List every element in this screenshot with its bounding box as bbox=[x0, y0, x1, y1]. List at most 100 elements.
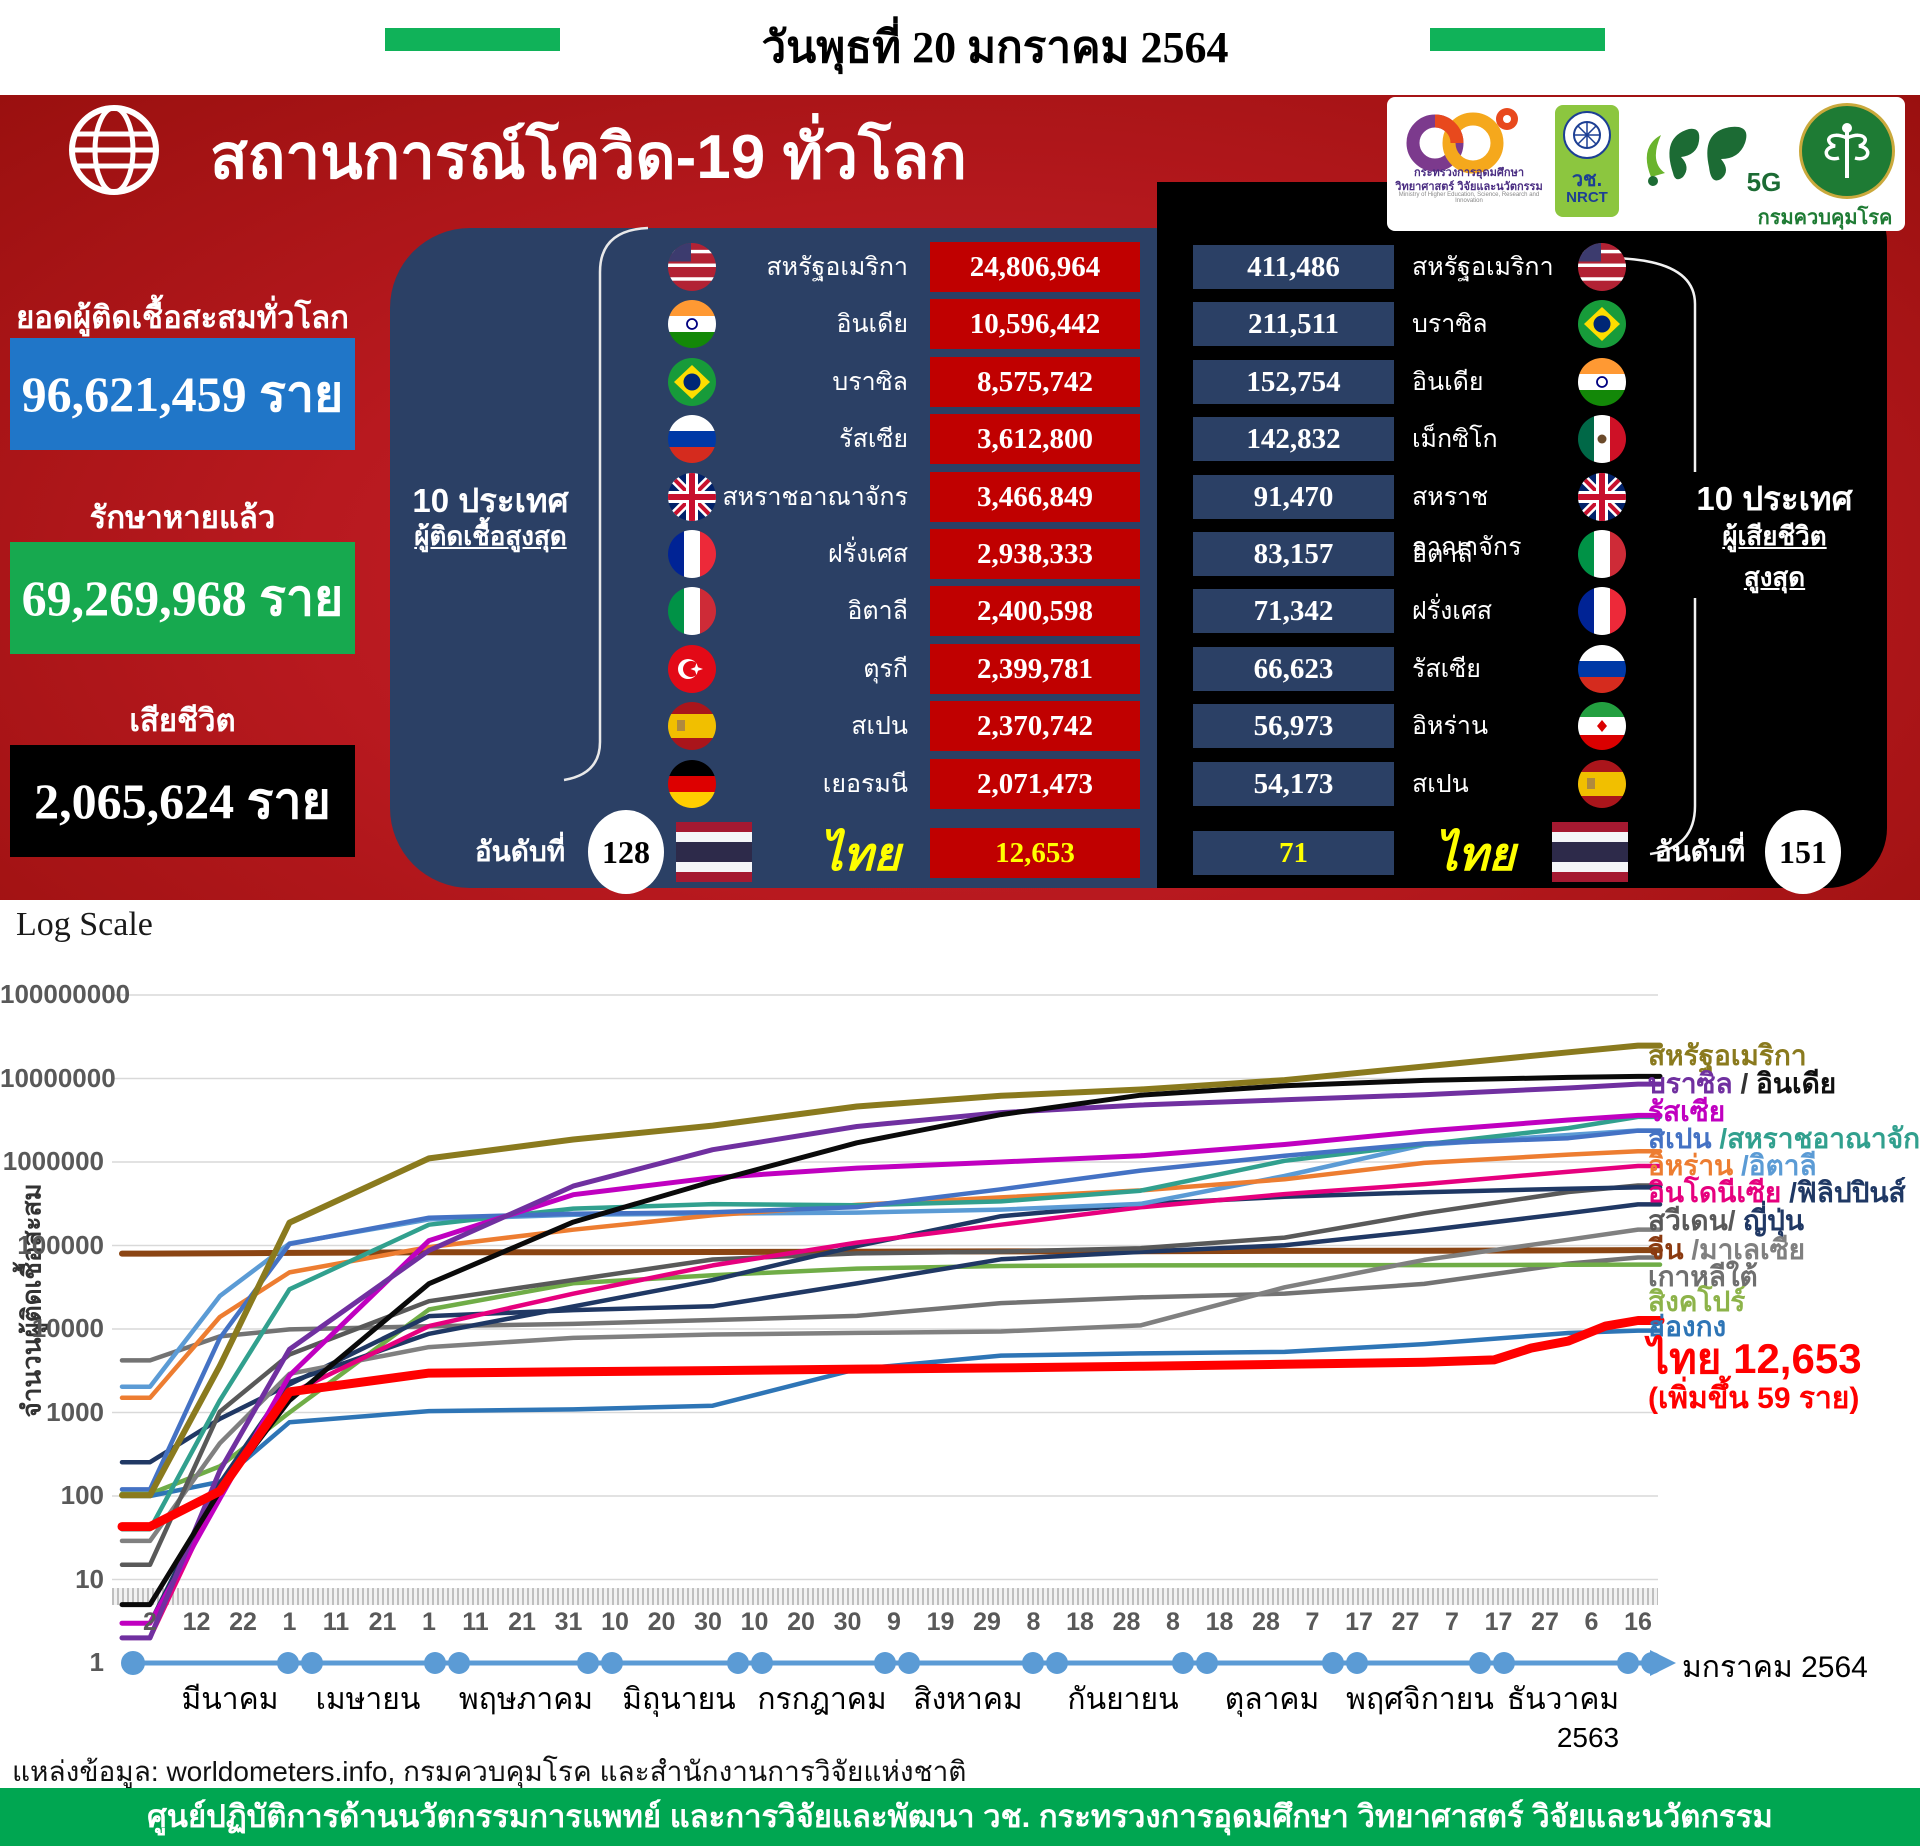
infected-country-name: อินเดีย bbox=[836, 310, 908, 338]
legend-text: /ฟิลิปปินส์ bbox=[1789, 1177, 1906, 1208]
infected-country-name: ตุรกี bbox=[863, 655, 908, 683]
wacho-5g-logo-text: 5G bbox=[1746, 167, 1782, 197]
thailand-name-deaths: ไทย bbox=[1434, 828, 1516, 880]
xtick-label: 19 bbox=[926, 1608, 955, 1636]
header-green-bar-right bbox=[1430, 28, 1605, 51]
ytick-label: 10 bbox=[75, 1563, 104, 1594]
death-country-name: บราซิล bbox=[1412, 310, 1488, 338]
flag-uk bbox=[1578, 473, 1626, 521]
legend-row-5: อินโดนีเซีย /ฟิลิปปินส์ bbox=[1648, 1171, 1906, 1215]
death-country-name: ฝรั่งเศส bbox=[1412, 597, 1492, 625]
series-สหรัฐอเมริกา bbox=[119, 1042, 1663, 1499]
nrct-logo-en: NRCT bbox=[1566, 189, 1608, 206]
death-country-name: สหราชอาณาจักร bbox=[1412, 483, 1522, 561]
chart-title: Log Scale bbox=[16, 906, 153, 943]
thailand-rank-label-deaths: อันดับที่ bbox=[1654, 836, 1746, 867]
timeline-dot bbox=[1346, 1652, 1368, 1674]
stat-label-0: ยอดผู้ติดเชื้อสะสมทั่วโลก bbox=[16, 300, 349, 335]
timeline-dot bbox=[448, 1652, 470, 1674]
timeline-dot bbox=[751, 1652, 773, 1674]
flag-iran bbox=[1578, 702, 1626, 750]
xtick-label: 29 bbox=[973, 1608, 1001, 1636]
ytick-label: 100 bbox=[60, 1480, 104, 1510]
moph-logo-icon bbox=[1799, 103, 1895, 199]
xtick-label: 28 bbox=[1112, 1608, 1141, 1636]
death-country-name: สหรัฐอเมริกา bbox=[1412, 253, 1554, 281]
xtick-label: 18 bbox=[1205, 1608, 1234, 1636]
legend-text: บราซิล bbox=[1648, 1068, 1733, 1099]
death-value: 411,486 bbox=[1190, 242, 1397, 292]
ytick-label: 1000000 bbox=[2, 1146, 104, 1176]
ytick-label: 100000000 bbox=[0, 979, 131, 1009]
flag-thailand bbox=[1552, 822, 1628, 882]
flag-france bbox=[1578, 587, 1626, 635]
ytick-label: 1 bbox=[89, 1647, 104, 1677]
flag-usa bbox=[1578, 243, 1626, 291]
xtick-label: 7 bbox=[1305, 1608, 1320, 1636]
xtick-label: 17 bbox=[1484, 1608, 1513, 1636]
globe-icon bbox=[69, 105, 159, 195]
flag-brazil bbox=[668, 358, 716, 406]
series-ฟิลิปปินส์ bbox=[119, 1185, 1663, 1626]
infected-country-name: บราซิล bbox=[832, 368, 908, 396]
chart-x-end-label: มกราคม 2564 bbox=[1682, 1651, 1868, 1684]
legend-text: /มาเลเซีย bbox=[1691, 1234, 1805, 1265]
infected-country-name: ฝรั่งเศส bbox=[828, 540, 908, 568]
death-value: 152,754 bbox=[1190, 357, 1397, 407]
legend-text: อินเดีย bbox=[1756, 1068, 1837, 1099]
infected-country-name: เยอรมนี bbox=[822, 770, 908, 798]
infected-value: 2,399,781 bbox=[930, 644, 1140, 694]
flag-germany bbox=[668, 760, 716, 808]
xtick-label: 30 bbox=[833, 1608, 862, 1636]
stat-value-0: 96,621,459 ราย bbox=[21, 366, 344, 422]
timeline-dot bbox=[1046, 1652, 1068, 1674]
legend-text: สหรัฐอเมริกา bbox=[1648, 1040, 1807, 1071]
stat-label-1: รักษาหายแล้ว bbox=[89, 500, 276, 535]
xtick-label: 2 bbox=[143, 1608, 157, 1636]
xtick-label: 8 bbox=[1166, 1608, 1180, 1636]
timeline-dot bbox=[1322, 1652, 1344, 1674]
series-อินเดีย bbox=[119, 1073, 1663, 1608]
mhesi-logo-text2: วิทยาศาสตร์ วิจัยและนวัตกรรม bbox=[1395, 181, 1543, 193]
nrct-logo-icon: วช. NRCT bbox=[1555, 105, 1619, 217]
legend-row-10: ฮ่องกง bbox=[1648, 1305, 1726, 1349]
xtick-label: 28 bbox=[1252, 1608, 1280, 1636]
flag-uk bbox=[668, 473, 716, 521]
legend-text: ฮ่องกง bbox=[1648, 1311, 1727, 1342]
xtick-label: 9 bbox=[887, 1608, 901, 1636]
xtick-label: 11 bbox=[462, 1608, 489, 1636]
flag-india bbox=[668, 300, 716, 348]
timeline-dot bbox=[1469, 1652, 1491, 1674]
xtick-label: 11 bbox=[322, 1608, 350, 1636]
xtick-label: 17 bbox=[1345, 1608, 1373, 1636]
death-value: 71,342 bbox=[1190, 586, 1397, 636]
month-label: ตุลาคม bbox=[1224, 1683, 1320, 1716]
infected-country-name: สหรัฐอเมริกา bbox=[766, 253, 908, 281]
flag-russia bbox=[668, 415, 716, 463]
thailand-infected-value: 12,653 bbox=[930, 828, 1140, 878]
legend-row-9: สิงคโปร์ bbox=[1648, 1280, 1745, 1324]
infected-value: 3,612,800 bbox=[930, 414, 1140, 464]
timeline-dot bbox=[898, 1652, 920, 1674]
xtick-label: 10 bbox=[601, 1608, 629, 1636]
series-มาเลเซีย bbox=[119, 1227, 1663, 1544]
death-country-name: อิตาลี bbox=[1412, 540, 1473, 568]
stat-box-2: 2,065,624 ราย bbox=[10, 745, 355, 857]
timeline-dot bbox=[277, 1652, 299, 1674]
death-country-name: อิหร่าน bbox=[1412, 712, 1489, 740]
xtick-label: 1 bbox=[422, 1608, 436, 1636]
infected-group-label: 10 ประเทศ bbox=[412, 482, 569, 519]
infected-group-sublabel: ผู้ติดเชื้อสูงสุด bbox=[414, 521, 567, 551]
xtick-label: 10 bbox=[740, 1608, 769, 1636]
xtick-label: 8 bbox=[1026, 1608, 1041, 1636]
mhesi-logo-icon bbox=[1406, 108, 1518, 174]
flag-italy bbox=[1578, 530, 1626, 578]
legend-text: (เพิ่มขึ้น 59 ราย) bbox=[1648, 1382, 1860, 1415]
xtick-label: 27 bbox=[1391, 1608, 1420, 1636]
footer-bar: ศูนย์ปฏิบัติการด้านนวัตกรรมการแพทย์ และก… bbox=[0, 1788, 1920, 1846]
xtick-label: 6 bbox=[1584, 1608, 1599, 1636]
infected-country-name: อิตาลี bbox=[847, 597, 908, 625]
legend-row-8: เกาหลีใต้ bbox=[1648, 1255, 1758, 1299]
mhesi-logo-text1: กระทรวงการอุดมศึกษา bbox=[1414, 167, 1524, 179]
